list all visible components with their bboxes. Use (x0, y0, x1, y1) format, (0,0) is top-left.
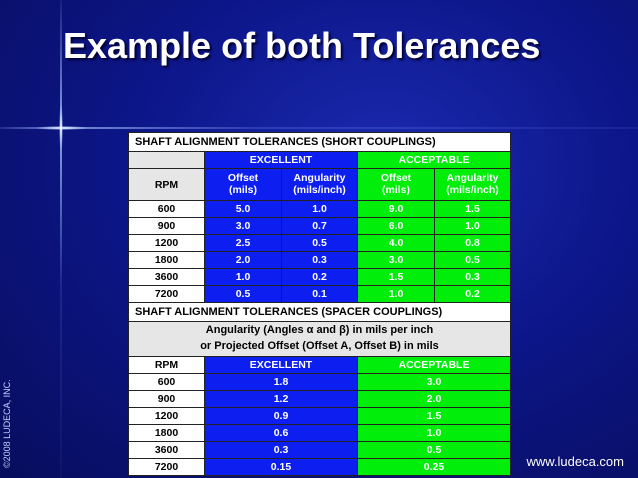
short-table-cell-excellent-offset: 1.0 (204, 268, 282, 286)
short-couplings-table: SHAFT ALIGNMENT TOLERANCES (SHORT COUPLI… (127, 132, 512, 303)
short-table-acceptable-offset-header: Offset (mils) (357, 168, 435, 201)
decorative-vertical-line (60, 0, 62, 478)
short-table-cell-acceptable-angularity: 0.3 (433, 268, 512, 286)
short-table-excellent-header: EXCELLENT (204, 151, 358, 169)
short-table-rpm-header: RPM (128, 168, 205, 201)
short-table-cell-excellent-offset: 2.5 (204, 234, 282, 252)
short-table-cell-excellent-angularity: 0.1 (281, 285, 358, 303)
spacer-table-cell-rpm: 600 (128, 373, 205, 391)
copyright-notice: ©2008 LUDECA, INC. (2, 379, 12, 468)
short-table-cell-excellent-angularity: 1.0 (281, 200, 358, 218)
spacer-table-cell-acceptable: 0.25 (357, 458, 511, 476)
spacer-table-cell-excellent: 1.2 (204, 390, 358, 408)
short-table-cell-excellent-offset: 5.0 (204, 200, 282, 218)
short-table-cell-acceptable-offset: 3.0 (357, 251, 435, 269)
short-table-title: SHAFT ALIGNMENT TOLERANCES (SHORT COUPLI… (127, 132, 512, 152)
short-table-cell-excellent-angularity: 0.7 (281, 217, 358, 235)
spacer-table-cell-acceptable: 1.0 (357, 424, 511, 442)
spacer-table-cell-rpm: 1800 (128, 424, 205, 442)
short-table-cell-rpm: 900 (128, 217, 205, 235)
spacer-couplings-table: SHAFT ALIGNMENT TOLERANCES (SPACER COUPL… (128, 302, 511, 476)
decorative-horizontal-line (0, 127, 638, 129)
slide-title: Example of both Tolerances (63, 25, 541, 66)
short-table-row: 900 3.0 0.7 6.0 1.0 (128, 217, 512, 235)
spacer-table-row: 1200 0.9 1.5 (128, 407, 511, 425)
short-table-blank-cell (128, 151, 205, 169)
short-table-cell-rpm: 1800 (128, 251, 205, 269)
decorative-glow-vertical (59, 105, 63, 150)
short-table-excellent-offset-header: Offset (mils) (204, 168, 282, 201)
spacer-table-row: 900 1.2 2.0 (128, 390, 511, 408)
spacer-table-excellent-header: EXCELLENT (204, 356, 358, 374)
short-table-cell-excellent-offset: 3.0 (204, 217, 282, 235)
spacer-table-rpm-header: RPM (128, 356, 205, 374)
spacer-table-cell-acceptable: 3.0 (357, 373, 511, 391)
short-table-acceptable-angularity-header: Angularity (mils/inch) (433, 168, 512, 201)
spacer-table-cell-excellent: 0.6 (204, 424, 358, 442)
spacer-table-row: 600 1.8 3.0 (128, 373, 511, 391)
short-table-cell-acceptable-offset: 4.0 (357, 234, 435, 252)
short-table-cell-acceptable-angularity: 0.5 (433, 251, 512, 269)
short-table-cell-rpm: 3600 (128, 268, 205, 286)
spacer-table-row: 1800 0.6 1.0 (128, 424, 511, 442)
short-table-cell-acceptable-angularity: 0.8 (433, 234, 512, 252)
short-table-cell-excellent-angularity: 0.3 (281, 251, 358, 269)
short-table-cell-acceptable-offset: 1.5 (357, 268, 435, 286)
short-table-cell-rpm: 1200 (128, 234, 205, 252)
short-table-row: 1200 2.5 0.5 4.0 0.8 (128, 234, 512, 252)
short-table-cell-excellent-offset: 2.0 (204, 251, 282, 269)
short-table-cell-acceptable-angularity: 1.0 (433, 217, 512, 235)
short-table-row: 600 5.0 1.0 9.0 1.5 (128, 200, 512, 218)
spacer-table-cell-rpm: 3600 (128, 441, 205, 459)
short-table-excellent-angularity-header: Angularity (mils/inch) (281, 168, 358, 201)
short-table-acceptable-header: ACCEPTABLE (356, 151, 512, 169)
short-table-cell-excellent-angularity: 0.5 (281, 234, 358, 252)
spacer-table-cell-excellent: 1.8 (204, 373, 358, 391)
spacer-table-cell-excellent: 0.15 (204, 458, 358, 476)
short-table-row: 3600 1.0 0.2 1.5 0.3 (128, 268, 512, 286)
spacer-table-row: 3600 0.3 0.5 (128, 441, 511, 459)
short-table-cell-excellent-offset: 0.5 (204, 285, 282, 303)
short-table-cell-rpm: 7200 (128, 285, 205, 303)
spacer-table-cell-rpm: 1200 (128, 407, 205, 425)
spacer-table-cell-acceptable: 1.5 (357, 407, 511, 425)
spacer-table-row: 7200 0.15 0.25 (128, 458, 511, 476)
spacer-table-acceptable-header: ACCEPTABLE (357, 356, 511, 374)
short-table-cell-excellent-angularity: 0.2 (281, 268, 358, 286)
short-table-cell-acceptable-angularity: 1.5 (433, 200, 512, 218)
short-table-cell-acceptable-offset: 9.0 (357, 200, 435, 218)
short-table-row: 7200 0.5 0.1 1.0 0.2 (128, 285, 512, 303)
website-url: www.ludeca.com (526, 454, 624, 469)
spacer-table-cell-acceptable: 0.5 (357, 441, 511, 459)
short-table-cell-acceptable-offset: 6.0 (357, 217, 435, 235)
short-table-cell-acceptable-offset: 1.0 (357, 285, 435, 303)
spacer-table-cell-rpm: 7200 (128, 458, 205, 476)
spacer-table-cell-excellent: 0.9 (204, 407, 358, 425)
spacer-table-cell-acceptable: 2.0 (357, 390, 511, 408)
short-table-row: 1800 2.0 0.3 3.0 0.5 (128, 251, 512, 269)
short-table-cell-acceptable-angularity: 0.2 (433, 285, 512, 303)
spacer-table-cell-excellent: 0.3 (204, 441, 358, 459)
short-table-cell-rpm: 600 (128, 200, 205, 218)
spacer-table-description: Angularity (Angles α and β) in mils per … (128, 321, 511, 357)
spacer-table-cell-rpm: 900 (128, 390, 205, 408)
spacer-table-title: SHAFT ALIGNMENT TOLERANCES (SPACER COUPL… (128, 302, 511, 322)
